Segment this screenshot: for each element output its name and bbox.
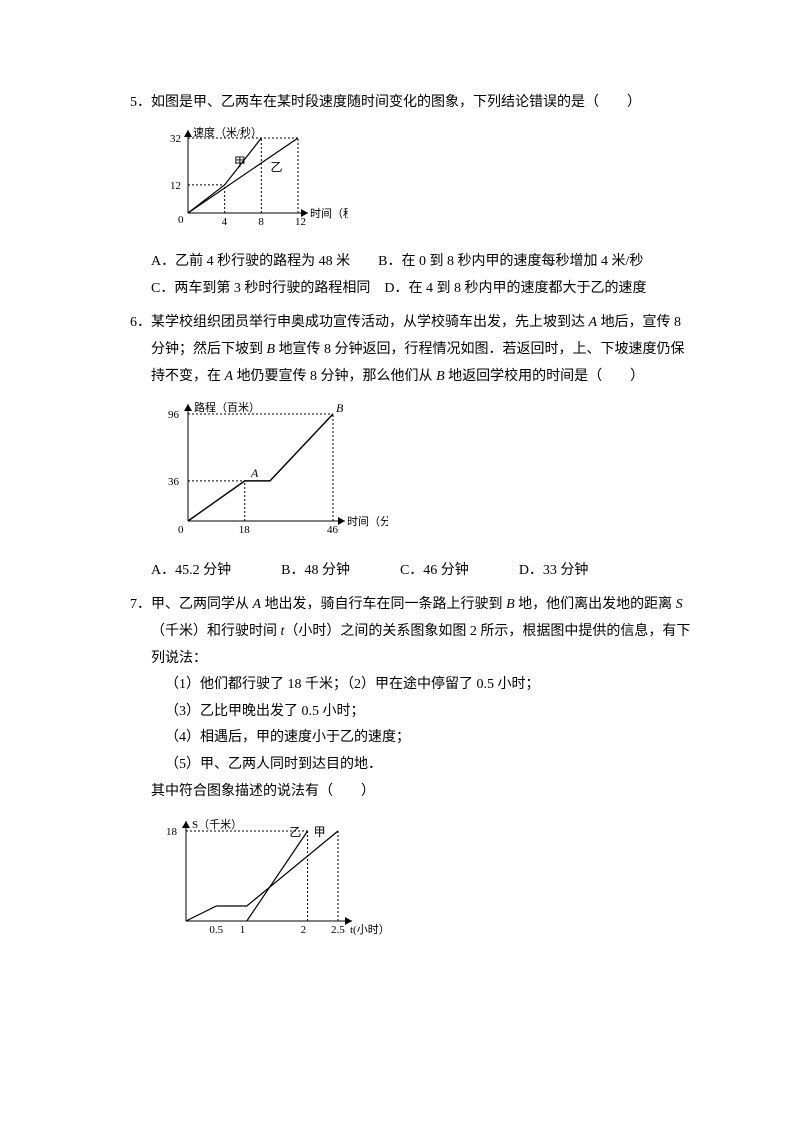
q6-optC: C．46 分钟 xyxy=(400,558,469,585)
q5-optC: C．两车到第 3 秒时行驶的路程相同 xyxy=(151,281,370,296)
q6-chart-svg: 路程（百米） 时间（分） 0 36 96 18 46 A B xyxy=(158,396,388,541)
question-7: 7．甲、乙两同学从 A 地出发，骑自行车在同一条路上行驶到 B 地，他们离出发地… xyxy=(130,592,694,956)
q6-stem: 6．某学校组织团员举行申奥成功宣传活动，从学校骑车出发，先上坡到达 A 地后，宣… xyxy=(130,310,694,390)
q7-num: 7． xyxy=(130,597,151,612)
svg-text:A: A xyxy=(250,466,259,480)
q7-s2: （3）乙比甲晚出发了 0.5 小时； xyxy=(130,699,694,726)
question-6: 6．某学校组织团员举行申奥成功宣传活动，从学校骑车出发，先上坡到达 A 地后，宣… xyxy=(130,310,694,584)
svg-text:时间（分）: 时间（分） xyxy=(347,515,388,528)
svg-text:S（千米）: S（千米） xyxy=(192,818,242,831)
q6-optB: B．48 分钟 xyxy=(281,558,350,585)
svg-text:96: 96 xyxy=(168,409,180,421)
svg-text:32: 32 xyxy=(170,133,181,145)
svg-text:乙: 乙 xyxy=(271,159,283,173)
q7-chart: S（千米） t(小时） 18 0.5 1 2 2.5 乙甲 xyxy=(158,811,694,957)
q6-optA: A．45.2 分钟 xyxy=(151,558,231,585)
svg-text:12: 12 xyxy=(295,216,306,228)
svg-text:2.5: 2.5 xyxy=(331,924,345,936)
svg-text:t(小时）: t(小时） xyxy=(350,923,388,936)
q5-row-ab: A．乙前 4 秒行驶的路程为 48 米 B．在 0 到 8 秒内甲的速度每秒增加… xyxy=(151,249,694,276)
q5-options: A．乙前 4 秒行驶的路程为 48 米 B．在 0 到 8 秒内甲的速度每秒增加… xyxy=(130,249,694,302)
q5-optA: A．乙前 4 秒行驶的路程为 48 米 xyxy=(151,254,350,269)
svg-text:0: 0 xyxy=(178,524,184,536)
svg-text:2: 2 xyxy=(301,924,307,936)
q5-chart-svg: 速度（米/秒） 时间（秒） 0 12 32 4 8 12 甲 乙 xyxy=(158,123,348,233)
svg-text:时间（秒）: 时间（秒） xyxy=(310,206,348,220)
svg-text:甲: 甲 xyxy=(234,155,246,169)
q7-s4: （5）甲、乙两人同时到达目的地． xyxy=(130,752,694,779)
q6-chart: 路程（百米） 时间（分） 0 36 96 18 46 A B xyxy=(158,396,694,552)
q5-stem: 5．如图是甲、乙两车在某时段速度随时间变化的图象，下列结论错误的是（ ） xyxy=(130,90,694,117)
svg-text:0.5: 0.5 xyxy=(209,924,223,936)
svg-text:36: 36 xyxy=(168,476,180,488)
q5-optB: B．在 0 到 8 秒内甲的速度每秒增加 4 米/秒 xyxy=(378,254,643,269)
svg-text:8: 8 xyxy=(258,216,264,228)
svg-text:甲: 甲 xyxy=(314,825,326,839)
svg-text:12: 12 xyxy=(170,179,181,191)
q5-num: 5． xyxy=(130,95,151,110)
q7-s1: （1）他们都行驶了 18 千米；（2）甲在途中停留了 0.5 小时； xyxy=(130,672,694,699)
svg-text:B: B xyxy=(336,401,344,415)
q7-chart-svg: S（千米） t(小时） 18 0.5 1 2 2.5 乙甲 xyxy=(158,811,388,946)
question-5: 5．如图是甲、乙两车在某时段速度随时间变化的图象，下列结论错误的是（ ） 速度（… xyxy=(130,90,694,302)
svg-text:46: 46 xyxy=(327,524,339,536)
svg-text:4: 4 xyxy=(222,216,228,228)
svg-text:18: 18 xyxy=(239,524,251,536)
q6-num: 6． xyxy=(130,315,151,330)
q7-tail: 其中符合图象描述的说法有（ ） xyxy=(130,779,694,806)
svg-text:0: 0 xyxy=(178,214,184,226)
svg-text:速度（米/秒）: 速度（米/秒） xyxy=(193,125,262,139)
q5-optD: D．在 4 到 8 秒内甲的速度都大于乙的速度 xyxy=(384,281,646,296)
svg-text:18: 18 xyxy=(166,826,178,838)
q6-optD: D．33 分钟 xyxy=(519,558,589,585)
q7-s3: （4）相遇后，甲的速度小于乙的速度； xyxy=(130,725,694,752)
q5-row-cd: C．两车到第 3 秒时行驶的路程相同 D．在 4 到 8 秒内甲的速度都大于乙的… xyxy=(151,276,694,303)
q5-chart: 速度（米/秒） 时间（秒） 0 12 32 4 8 12 甲 乙 xyxy=(158,123,694,244)
svg-text:路程（百米）: 路程（百米） xyxy=(194,401,260,414)
svg-text:乙: 乙 xyxy=(289,825,301,839)
q7-stem: 7．甲、乙两同学从 A 地出发，骑自行车在同一条路上行驶到 B 地，他们离出发地… xyxy=(130,592,694,672)
svg-text:1: 1 xyxy=(240,924,246,936)
q5-text: 如图是甲、乙两车在某时段速度随时间变化的图象，下列结论错误的是（ ） xyxy=(151,95,641,110)
q6-options: A．45.2 分钟 B．48 分钟 C．46 分钟 D．33 分钟 xyxy=(130,558,694,585)
